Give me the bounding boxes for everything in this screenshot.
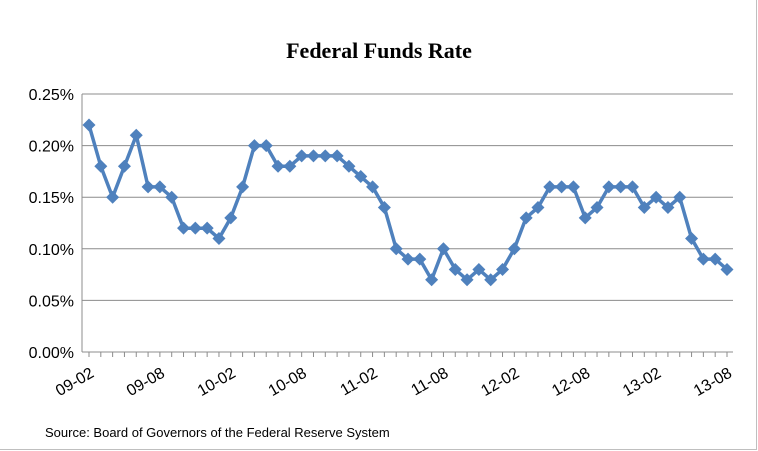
data-point xyxy=(637,201,651,215)
x-tick-label: 13-08 xyxy=(691,365,735,400)
data-point xyxy=(295,149,309,163)
data-point xyxy=(661,201,675,215)
data-point xyxy=(590,201,604,215)
data-point xyxy=(436,242,450,256)
x-tick-label: 09-08 xyxy=(124,365,168,400)
data-point xyxy=(448,262,462,276)
y-tick-label: 0.05% xyxy=(29,293,74,310)
gridlines xyxy=(82,93,733,301)
x-tick-label: 11-08 xyxy=(409,365,452,400)
data-point xyxy=(401,252,415,266)
data-point xyxy=(625,180,639,194)
series-federal-funds-rate xyxy=(82,118,734,287)
y-tick-label: 0.20% xyxy=(29,139,74,156)
data-point xyxy=(531,201,545,215)
y-tick-label: 0.15% xyxy=(29,190,74,207)
data-point xyxy=(519,211,533,225)
data-point xyxy=(555,180,569,194)
data-point xyxy=(259,139,273,153)
data-point xyxy=(507,242,521,256)
data-point xyxy=(696,252,710,266)
y-tick-label: 0.10% xyxy=(29,242,74,259)
x-tick-label: 12-02 xyxy=(478,365,522,400)
x-tick-label: 12-08 xyxy=(549,365,593,400)
data-point xyxy=(720,262,734,276)
data-point xyxy=(177,221,191,235)
data-point xyxy=(165,190,179,204)
data-point xyxy=(247,139,261,153)
data-point xyxy=(318,149,332,163)
data-point xyxy=(236,180,250,194)
data-point xyxy=(153,180,167,194)
source-note: Source: Board of Governors of the Federa… xyxy=(45,425,390,440)
data-point xyxy=(129,128,143,142)
data-point xyxy=(117,159,131,173)
data-point xyxy=(106,190,120,204)
x-tick-labels: 09-02 09-08 10-02 10-08 11-02 11-08 12-02 12-08… xyxy=(53,365,735,400)
data-point xyxy=(141,180,155,194)
data-point xyxy=(413,252,427,266)
y-tick-label: 0.25% xyxy=(29,87,74,104)
data-point xyxy=(377,201,391,215)
data-point xyxy=(685,231,699,245)
data-point xyxy=(484,273,498,287)
data-point xyxy=(306,149,320,163)
data-point xyxy=(389,242,403,256)
data-point xyxy=(614,180,628,194)
data-point xyxy=(366,180,380,194)
data-point xyxy=(673,190,687,204)
data-point xyxy=(200,221,214,235)
x-tick-label: 11-02 xyxy=(338,365,381,400)
data-point xyxy=(342,159,356,173)
y-tick-label: 0.00% xyxy=(29,345,74,362)
data-point xyxy=(330,149,344,163)
data-point xyxy=(283,159,297,173)
data-point xyxy=(188,221,202,235)
data-point xyxy=(543,180,557,194)
data-point xyxy=(602,180,616,194)
chart-title: Federal Funds Rate xyxy=(286,38,472,63)
data-point xyxy=(425,273,439,287)
data-point xyxy=(271,159,285,173)
data-point xyxy=(94,159,108,173)
x-tick-label: 13-02 xyxy=(620,365,664,400)
data-point xyxy=(460,273,474,287)
data-point xyxy=(472,262,486,276)
x-tick-label: 10-02 xyxy=(195,365,239,400)
y-tick-labels: 0.00% 0.05% 0.10% 0.15% 0.20% 0.25% xyxy=(29,87,74,362)
data-point xyxy=(212,231,226,245)
data-point xyxy=(649,190,663,204)
x-tick-label: 10-08 xyxy=(266,365,310,400)
data-point xyxy=(354,170,368,184)
data-point xyxy=(496,262,510,276)
data-point xyxy=(708,252,722,266)
axes xyxy=(81,94,733,357)
data-point xyxy=(224,211,238,225)
x-tick-label: 09-02 xyxy=(53,365,97,400)
data-point xyxy=(566,180,580,194)
data-point xyxy=(578,211,592,225)
data-point xyxy=(82,118,96,132)
